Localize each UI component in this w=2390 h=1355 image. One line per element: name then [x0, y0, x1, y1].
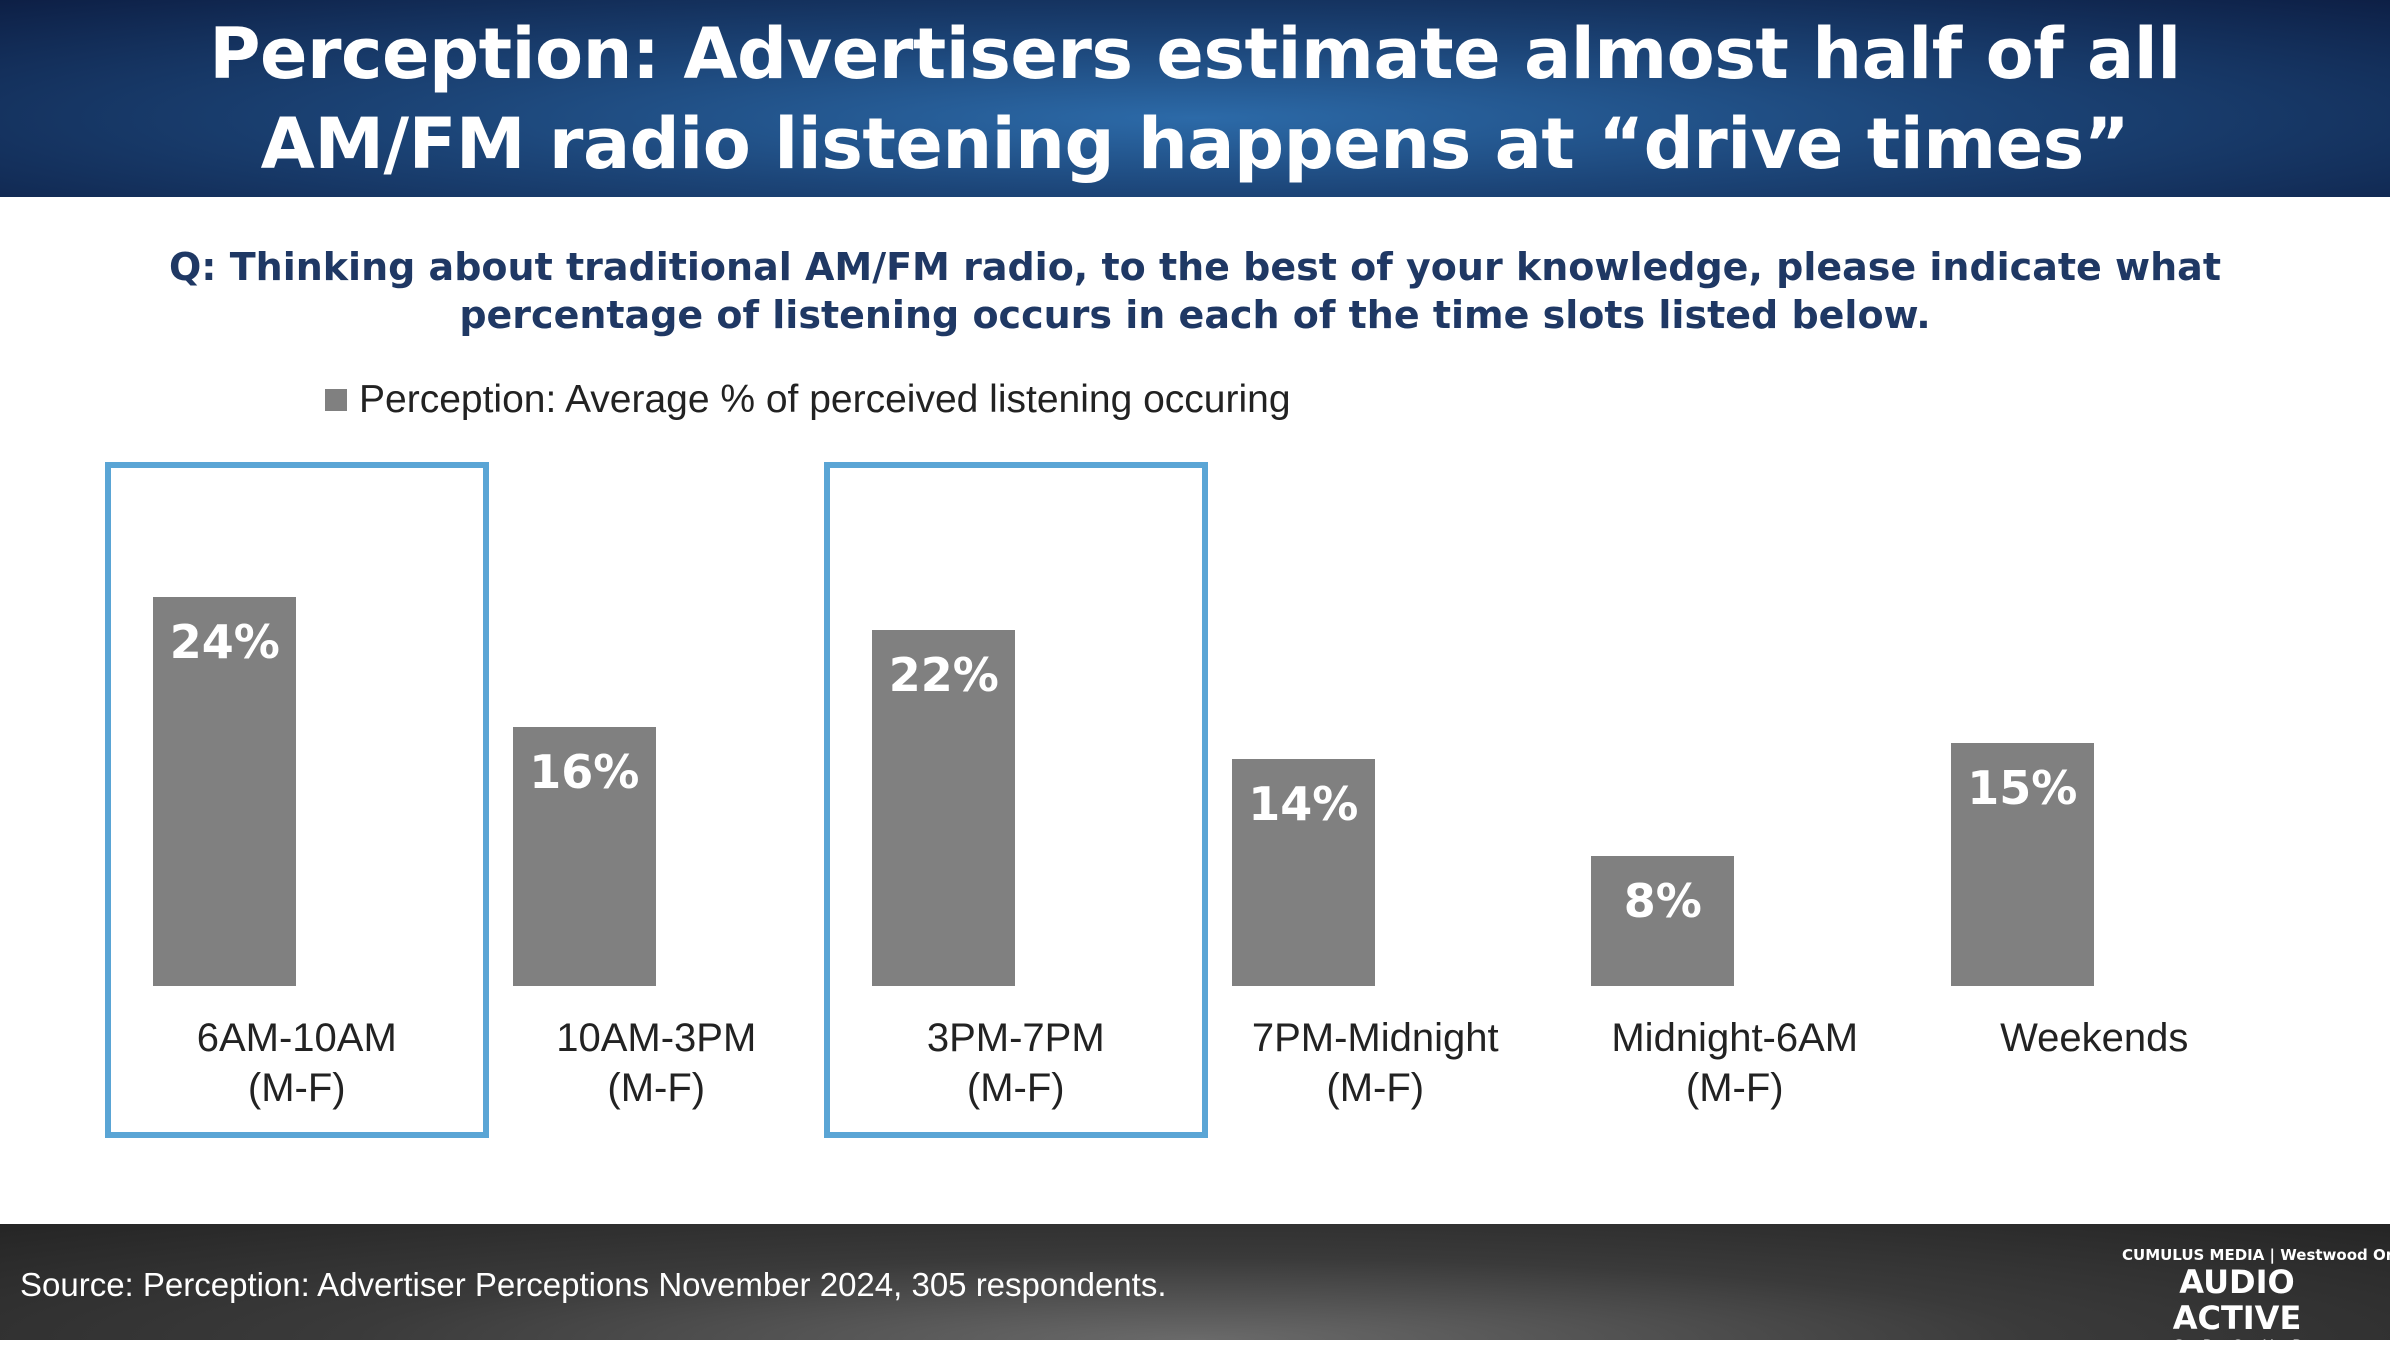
category-label-line: [1914, 1063, 2274, 1113]
bar: [153, 597, 297, 986]
category-label-line: (M-F): [247, 1066, 346, 1110]
bar: [1950, 743, 2094, 986]
category-label-line: 6AM-10AM: [196, 1016, 397, 1060]
bar: [1231, 759, 1375, 986]
category-label-line: 7PM-Midnight: [1251, 1016, 1499, 1060]
category-label: 6AM-10AM (M-F): [117, 1013, 477, 1113]
category-label-line: (M-F): [966, 1066, 1065, 1110]
title-line-2: AM/FM radio listening happens at “drive …: [260, 102, 2130, 185]
data-label: 14%: [1248, 777, 1359, 832]
legend-label: Perception: Average % of perceived liste…: [359, 378, 1291, 421]
survey-question: Q: Thinking about traditional AM/FM radi…: [0, 243, 2390, 339]
logo-sub: GROUP: [2172, 1336, 2320, 1355]
title-banner: Perception: Advertisers estimate almost …: [0, 0, 2390, 197]
question-line-2: percentage of listening occurs in each o…: [459, 293, 1931, 337]
logo-top: CUMULUS MEDIA | Westwood One: [2122, 1246, 2390, 1264]
category-label-line: Midnight-6AM: [1611, 1016, 1859, 1060]
bar: [872, 629, 1016, 986]
bar-chart: 24% 6AM-10AM (M-F) 16% 10AM-3PM (M-F) 22% 3PM-7…: [104, 462, 2274, 1138]
category-label: 7PM-Midnight (M-F): [1195, 1013, 1555, 1113]
category-label: 10AM-3PM (M-F): [476, 1013, 836, 1113]
category-label-line: (M-F): [607, 1066, 706, 1110]
footer: Source: Perception: Advertiser Perceptio…: [0, 1224, 2390, 1355]
bar: [512, 726, 656, 986]
highlight-box: [104, 462, 489, 1138]
category-label-line: (M-F): [1326, 1066, 1425, 1110]
data-label: 16%: [529, 744, 640, 799]
bar: [1591, 856, 1735, 986]
question-line-1: Q: Thinking about traditional AM/FM radi…: [169, 245, 2221, 289]
title-line-1: Perception: Advertisers estimate almost …: [209, 12, 2181, 95]
data-label: 24%: [169, 615, 280, 670]
category-label-line: 10AM-3PM: [556, 1016, 757, 1060]
data-label: 22%: [888, 647, 999, 702]
data-label: 15%: [1967, 761, 2078, 815]
source-note: Source: Perception: Advertiser Perceptio…: [20, 1266, 1167, 1303]
highlight-box: [823, 462, 1208, 1138]
category-label: Midnight-6AM (M-F): [1555, 1013, 1915, 1113]
legend: Perception: Average % of perceived liste…: [325, 378, 1291, 422]
category-label-line: Weekends: [2000, 1016, 2189, 1060]
category-label-line: 3PM-7PM: [926, 1016, 1105, 1060]
legend-swatch: [325, 389, 347, 411]
category-label-line: (M-F): [1685, 1066, 1784, 1110]
category-label: Weekends: [1914, 1013, 2274, 1113]
audio-active-group-logo: CUMULUS MEDIA | Westwood One AUDIO ACTIV…: [2122, 1246, 2390, 1355]
category-label: 3PM-7PM (M-F): [836, 1013, 1196, 1113]
data-label: 8%: [1623, 874, 1702, 929]
logo-main: AUDIO ACTIVE: [2172, 1263, 2302, 1337]
